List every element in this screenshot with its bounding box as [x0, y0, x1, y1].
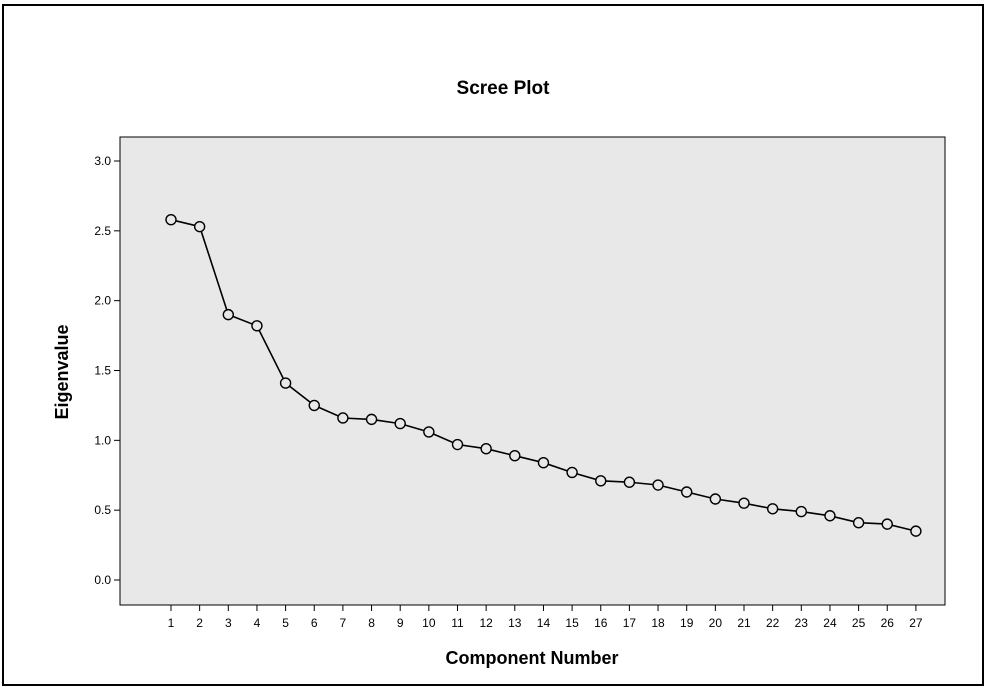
x-tick-label: 25 [852, 616, 866, 630]
y-ticks: 0.0 0.5 1.0 1.5 2.0 2.5 3.0 [94, 154, 120, 587]
x-tick-label: 18 [651, 616, 665, 630]
data-point [623, 476, 636, 488]
y-tick-label: 1.0 [94, 433, 111, 447]
y-tick-label: 0.0 [94, 573, 111, 587]
x-tick-label: 5 [282, 616, 289, 630]
x-tick-label: 8 [368, 616, 375, 630]
x-tick-label: 27 [909, 616, 923, 630]
x-tick-label: 9 [397, 616, 404, 630]
data-point [681, 486, 693, 498]
data-point [595, 475, 607, 487]
data-point [365, 413, 378, 426]
data-point [279, 377, 292, 389]
x-tick-label: 14 [537, 616, 551, 630]
x-tick-label: 16 [594, 616, 608, 630]
data-point [824, 510, 836, 522]
y-tick-label: 1.5 [94, 364, 111, 378]
data-point [193, 220, 206, 233]
x-tick-label: 4 [254, 616, 261, 630]
data-point [852, 517, 865, 529]
x-tick-label: 6 [311, 616, 318, 630]
data-point [337, 412, 349, 424]
x-tick-label: 12 [479, 616, 493, 630]
data-point [709, 493, 722, 505]
data-point [652, 479, 664, 491]
data-point [165, 213, 177, 226]
data-point [795, 505, 807, 518]
data-point [251, 320, 263, 332]
y-tick-label: 2.5 [94, 224, 111, 238]
data-point [738, 497, 750, 509]
x-tick-label: 22 [766, 616, 780, 630]
data-point [480, 443, 492, 455]
x-tick-label: 20 [709, 616, 723, 630]
y-tick-label: 0.5 [94, 503, 111, 517]
plot-area [119, 136, 946, 606]
y-axis-title: Eigenvalue [52, 324, 72, 419]
y-tick-label: 2.0 [94, 294, 111, 308]
x-tick-label: 21 [737, 616, 751, 630]
data-point [566, 466, 578, 479]
x-tick-label: 1 [168, 616, 175, 630]
data-point [766, 503, 779, 515]
x-tick-label: 2 [196, 616, 203, 630]
y-tick-label: 3.0 [94, 154, 111, 168]
data-point [308, 399, 320, 412]
x-tick-label: 15 [565, 616, 579, 630]
data-point [910, 525, 922, 537]
x-axis-title: Component Number [446, 648, 619, 668]
x-tick-label: 7 [340, 616, 347, 630]
x-tick-label: 26 [881, 616, 895, 630]
data-point [537, 456, 550, 469]
x-tick-label: 24 [823, 616, 837, 630]
x-tick-label: 11 [451, 616, 464, 630]
chart-title: Scree Plot [457, 78, 551, 99]
data-point [451, 438, 464, 451]
x-ticks: 1 2 3 4 5 6 7 8 9 10 11 12 13 14 15 16 17 18 19 20 21 22 23 24 2… [168, 605, 923, 630]
x-tick-label: 23 [795, 616, 809, 630]
data-point [394, 417, 406, 430]
x-tick-label: 17 [623, 616, 637, 630]
x-tick-label: 3 [225, 616, 232, 630]
data-points [165, 213, 922, 537]
data-point [881, 518, 893, 530]
x-tick-label: 19 [680, 616, 694, 630]
x-tick-label: 10 [422, 616, 436, 630]
x-tick-label: 13 [508, 616, 522, 630]
data-point [222, 308, 235, 321]
data-point [423, 426, 435, 438]
data-point [509, 449, 521, 462]
